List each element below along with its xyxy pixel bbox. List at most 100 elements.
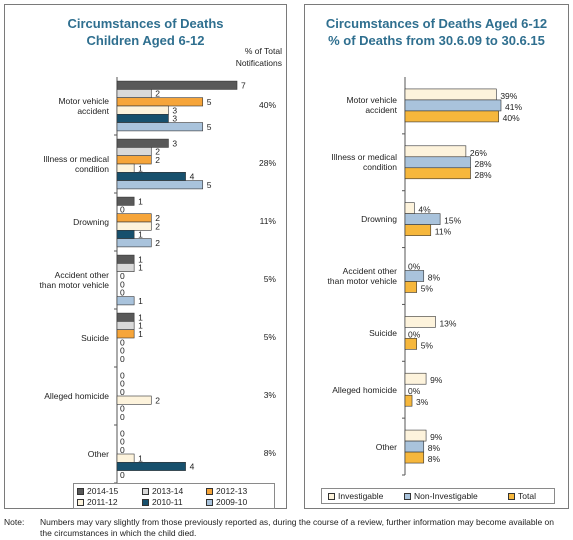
data-label-2009-10-other: 0 (120, 470, 125, 480)
legend-label: Investigable (338, 491, 384, 501)
legend-item-investigable: Investigable (328, 491, 383, 501)
bar-investigable-other (404, 429, 427, 442)
data-label-2009-10-illness-or-medical-condition: 5 (207, 180, 212, 190)
legend-swatch (328, 492, 335, 500)
left-legend: 2014-15 2013-14 2012-13 2011-12 2010-11 2009-… (73, 483, 275, 509)
bar-2010-11-other (116, 461, 186, 471)
legend-label: 2013-14 (152, 486, 184, 496)
data-label-investigable-other: 9% (430, 432, 443, 442)
bar-2010-11-illness-or-medical-condition (116, 172, 186, 181)
bar-non-investigable-drowning (404, 213, 441, 225)
bar-total-alleged-homicide (404, 394, 413, 407)
bar-investigable-suicide (404, 316, 436, 328)
data-label-investigable-illness-or-medical-condition: 26% (470, 148, 487, 158)
data-label-2010-11-motor-vehicle-accident: 3 (172, 114, 177, 124)
legend-swatch (508, 492, 515, 500)
bar-2011-12-alleged-homicide (116, 395, 152, 405)
data-label-2013-14-illness-or-medical-condition: 2 (155, 147, 160, 157)
data-label-2014-15-drowning: 1 (138, 196, 143, 206)
data-label-2014-15-alleged-homicide: 0 (120, 370, 125, 380)
data-label-2014-15-motor-vehicle-accident: 7 (241, 80, 246, 90)
bar-total-drowning (404, 224, 432, 236)
legend-label: 2012-13 (216, 486, 248, 496)
bar-total-other (404, 451, 425, 464)
pct-of-total-alleged-homicide: 3% (263, 390, 276, 400)
legend-swatch (142, 498, 149, 506)
category-label-accident-other-than-motor-vehicle: Accident other than motor vehicle (327, 266, 397, 286)
data-label-total-accident-other-than-motor-vehicle: 5% (421, 284, 434, 294)
right-legend: Investigable Non-Investigable Total (321, 488, 555, 504)
data-label-2013-14-other: 0 (120, 437, 125, 447)
data-label-non-investigable-motor-vehicle-accident: 41% (505, 102, 522, 112)
data-label-investigable-drowning: 4% (418, 205, 431, 215)
data-label-2013-14-suicide: 1 (138, 321, 143, 331)
data-label-2012-13-other: 0 (120, 445, 125, 455)
bar-2012-13-suicide (116, 329, 135, 339)
legend-item-2010-11: 2010-11 (142, 497, 183, 507)
bar-2011-12-motor-vehicle-accident (116, 105, 169, 115)
bar-investigable-drowning (404, 202, 415, 214)
bar-2013-14-illness-or-medical-condition (116, 147, 152, 156)
legend-item-2013-14: 2013-14 (142, 486, 183, 496)
legend-item-total: Total (508, 491, 536, 501)
pct-of-total-header: % of Total Notifications (236, 45, 282, 69)
data-label-total-illness-or-medical-condition: 28% (475, 170, 492, 180)
bar-2014-15-illness-or-medical-condition (116, 138, 169, 148)
footnote-text: Numbers may vary slightly from those pre… (40, 517, 555, 538)
pct-of-total-accident-other-than-motor-vehicle: 5% (263, 274, 276, 284)
data-label-investigable-alleged-homicide: 9% (430, 375, 443, 385)
bar-investigable-alleged-homicide (404, 372, 427, 385)
pct-of-total-illness-or-medical-condition: 28% (258, 158, 276, 168)
data-label-2011-12-other: 1 (138, 453, 143, 463)
bar-2014-15-drowning (116, 196, 135, 206)
legend-label: 2014-15 (87, 486, 119, 496)
data-label-2011-12-suicide: 0 (120, 337, 125, 347)
data-label-2013-14-alleged-homicide: 0 (120, 379, 125, 389)
data-label-2014-15-illness-or-medical-condition: 3 (172, 138, 177, 148)
data-label-2009-10-motor-vehicle-accident: 5 (207, 122, 212, 132)
category-label-motor-vehicle-accident: Motor vehicle accident (346, 95, 397, 116)
legend-item-non-investigable: Non-Investigable (404, 491, 478, 501)
legend-label: 2011-12 (87, 497, 118, 507)
bar-non-investigable-illness-or-medical-condition (404, 156, 471, 169)
bar-2013-14-suicide (116, 321, 135, 330)
data-label-2014-15-accident-other-than-motor-vehicle: 1 (138, 254, 143, 264)
bar-2010-11-drowning (116, 230, 135, 239)
data-label-investigable-suicide: 13% (439, 318, 456, 328)
legend-swatch (142, 487, 149, 495)
legend-label: Total (518, 491, 536, 501)
pct-of-total-motor-vehicle-accident: 40% (258, 100, 276, 110)
bar-non-investigable-accident-other-than-motor-vehicle (404, 270, 425, 282)
legend-item-2011-12: 2011-12 (77, 497, 118, 507)
data-label-non-investigable-suicide: 0% (408, 329, 421, 339)
bar-2011-12-other (116, 453, 135, 463)
data-label-2010-11-accident-other-than-motor-vehicle: 0 (120, 288, 125, 298)
data-label-2010-11-drowning: 1 (138, 230, 143, 240)
data-label-2011-12-motor-vehicle-accident: 3 (172, 105, 177, 115)
bar-2009-10-illness-or-medical-condition (116, 180, 204, 190)
data-label-2012-13-alleged-homicide: 0 (120, 387, 125, 397)
legend-item-2014-15: 2014-15 (77, 486, 118, 496)
category-label-suicide: Suicide (81, 333, 109, 343)
data-label-2013-14-drowning: 0 (120, 205, 125, 215)
data-label-2013-14-motor-vehicle-accident: 2 (155, 89, 160, 99)
category-label-accident-other-than-motor-vehicle: Accident other than motor vehicle (39, 270, 109, 290)
data-label-2012-13-accident-other-than-motor-vehicle: 0 (120, 271, 125, 281)
pct-header-line1: % of Total (244, 46, 282, 56)
data-label-2010-11-alleged-homicide: 0 (120, 404, 125, 414)
legend-label: 2009-10 (216, 497, 248, 507)
data-label-2010-11-suicide: 0 (120, 346, 125, 356)
data-label-non-investigable-other: 8% (428, 443, 441, 453)
data-label-2009-10-accident-other-than-motor-vehicle: 1 (138, 296, 143, 306)
category-label-alleged-homicide: Alleged homicide (332, 384, 397, 395)
data-label-investigable-accident-other-than-motor-vehicle: 0% (408, 262, 421, 272)
left-chart-title-line1: Circumstances of Deaths (67, 16, 224, 31)
bar-2012-13-drowning (116, 213, 152, 223)
bar-total-illness-or-medical-condition (404, 167, 471, 180)
data-label-total-drowning: 11% (435, 227, 452, 237)
right-chart-title-line1: Circumstances of Deaths Aged 6-12 (325, 16, 548, 31)
data-label-2014-15-suicide: 1 (138, 312, 143, 322)
bar-2012-13-motor-vehicle-accident (116, 97, 204, 107)
data-label-2011-12-drowning: 2 (155, 221, 160, 231)
data-label-2014-15-other: 0 (120, 428, 125, 438)
